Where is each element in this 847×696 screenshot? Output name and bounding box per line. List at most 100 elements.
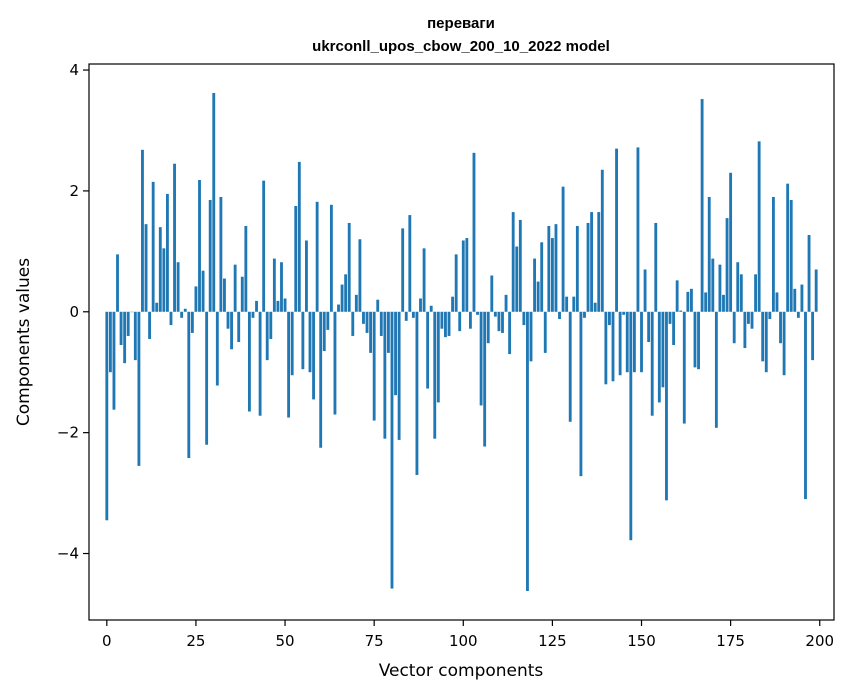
bar-70 [354, 294, 358, 312]
bar-119 [529, 311, 533, 362]
bar-144 [618, 311, 622, 376]
bar-8 [133, 311, 137, 361]
bar-110 [497, 311, 501, 332]
bar-152 [647, 311, 651, 342]
bar-68 [347, 222, 351, 312]
y-tick-label: 0 [69, 303, 79, 321]
bar-72 [362, 311, 365, 324]
x-tick-label: 25 [186, 632, 205, 650]
bar-170 [711, 258, 715, 312]
bar-56 [305, 240, 308, 312]
x-tick-label: 50 [276, 632, 295, 650]
bar-65 [337, 304, 340, 312]
bar-196 [804, 311, 807, 500]
bar-180 [747, 311, 750, 324]
bar-79 [387, 311, 390, 353]
chart-subtitle: ukrconll_upos_cbow_200_10_2022 model [312, 38, 610, 55]
bar-160 [675, 280, 679, 312]
bar-150 [640, 311, 643, 373]
bar-29 [208, 199, 212, 312]
bar-91 [429, 305, 433, 312]
bar-98 [454, 254, 458, 312]
bar-6 [126, 311, 130, 336]
bar-176 [732, 311, 736, 344]
bar-129 [565, 296, 569, 312]
bar-30 [212, 93, 216, 312]
y-tick-label: 2 [69, 182, 79, 200]
bar-136 [590, 212, 594, 312]
bar-87 [415, 311, 419, 475]
bar-199 [814, 269, 818, 312]
bar-21 [180, 311, 184, 318]
bar-73 [365, 311, 369, 333]
bar-113 [508, 311, 512, 355]
bar-164 [689, 288, 693, 312]
bar-97 [451, 296, 455, 312]
bar-63 [329, 204, 333, 312]
bar-52 [290, 311, 294, 376]
bar-92 [433, 311, 437, 439]
bar-126 [554, 224, 558, 312]
bar-50 [283, 298, 287, 312]
bar-135 [586, 222, 590, 312]
bar-192 [789, 199, 793, 312]
bar-108 [490, 275, 494, 312]
bar-103 [472, 152, 476, 312]
x-tick-label: 150 [627, 632, 656, 650]
bar-185 [764, 311, 768, 373]
bar-166 [697, 311, 700, 370]
bar-134 [583, 311, 586, 318]
bar-24 [190, 311, 194, 333]
bar-58 [312, 311, 315, 400]
bar-174 [725, 218, 729, 312]
bar-168 [704, 292, 708, 312]
bar-143 [615, 148, 618, 312]
bar-66 [340, 284, 344, 312]
bar-28 [205, 311, 209, 445]
bar-3 [116, 254, 119, 312]
bar-193 [793, 288, 797, 312]
bar-16 [162, 248, 166, 312]
bar-2 [112, 311, 116, 410]
bar-120 [533, 258, 536, 312]
bar-11 [144, 224, 148, 312]
bar-71 [358, 239, 362, 312]
bar-67 [344, 274, 348, 312]
bar-197 [807, 235, 811, 312]
bar-89 [422, 248, 426, 312]
bar-118 [526, 311, 529, 591]
bar-171 [714, 311, 718, 428]
bar-188 [775, 292, 779, 312]
bar-15 [158, 227, 162, 312]
bar-133 [579, 311, 583, 477]
bar-198 [811, 311, 815, 361]
bar-157 [665, 311, 668, 501]
bar-35 [230, 311, 234, 350]
bar-101 [465, 238, 469, 312]
bar-48 [276, 300, 280, 312]
bar-161 [679, 310, 683, 312]
bar-112 [504, 294, 508, 312]
x-tick-label: 75 [365, 632, 384, 650]
bar-178 [739, 274, 743, 312]
bar-44 [262, 180, 266, 312]
bar-147 [629, 311, 633, 541]
bar-84 [404, 311, 408, 321]
x-tick-label: 125 [538, 632, 567, 650]
bar-182 [754, 274, 757, 312]
bar-173 [722, 294, 725, 312]
bar-137 [593, 302, 597, 312]
bar-151 [643, 269, 647, 312]
bar-155 [657, 311, 661, 403]
bar-175 [729, 172, 733, 312]
bar-54 [297, 161, 301, 312]
bar-60 [319, 311, 323, 448]
bar-94 [440, 311, 444, 329]
bar-53 [294, 206, 298, 312]
y-tick-label: −2 [57, 424, 79, 442]
bar-169 [707, 196, 711, 312]
x-tick-label: 100 [449, 632, 478, 650]
bar-106 [483, 311, 487, 447]
bar-59 [315, 201, 319, 312]
bar-4 [119, 311, 123, 346]
